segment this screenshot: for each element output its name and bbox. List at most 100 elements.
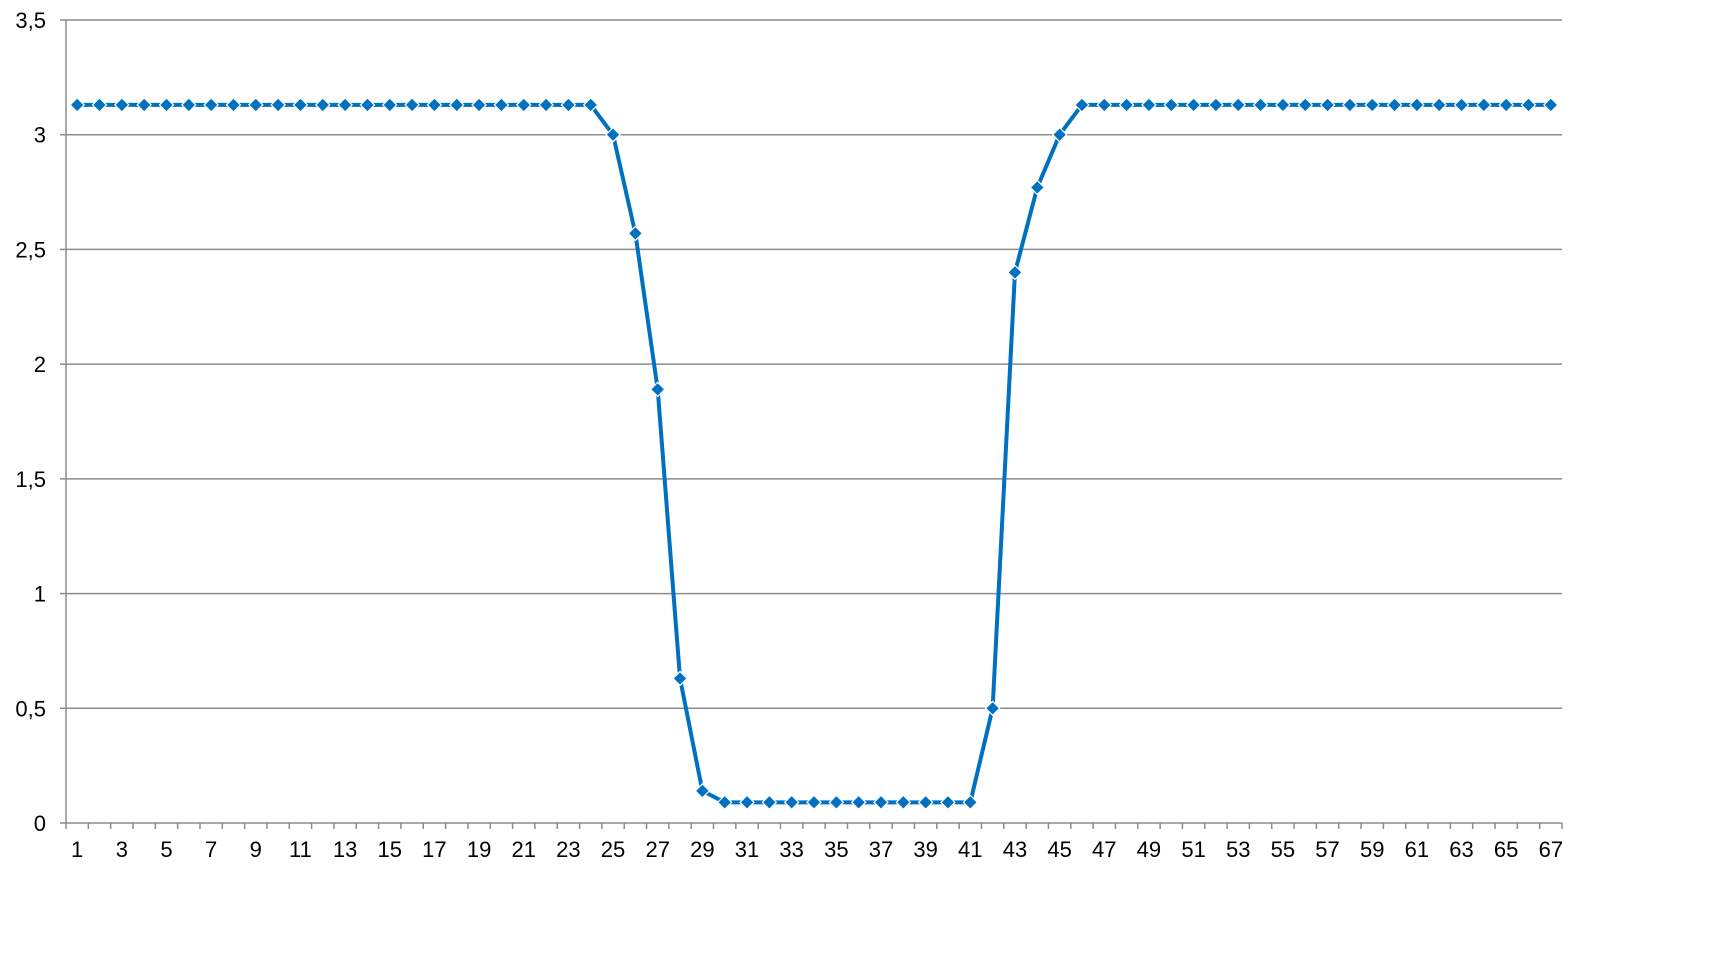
x-tick-label: 5 <box>160 837 172 862</box>
data-point-marker <box>1141 97 1157 113</box>
x-axis-tick-labels: 1 3 5 7 9 11 13 15 17 19 21 23 25 27 29 31 33 35 37 39 41 43 4… <box>71 837 1563 862</box>
x-tick-label: 35 <box>824 837 848 862</box>
data-point-marker <box>984 700 1001 717</box>
data-point-marker <box>203 97 219 113</box>
data-point-marker <box>515 97 532 113</box>
y-tick-label: 1 <box>34 582 46 607</box>
y-tick-label: 1,5 <box>15 467 46 492</box>
x-tick-label: 37 <box>869 837 893 862</box>
data-point-marker <box>1208 97 1224 113</box>
x-tick-label: 63 <box>1449 837 1473 862</box>
data-point-marker <box>381 97 398 113</box>
data-point-marker <box>91 97 108 113</box>
gridlines <box>66 19 1562 710</box>
data-point-marker <box>1185 97 1202 113</box>
data-point-marker <box>1431 97 1448 113</box>
x-tick-label: 55 <box>1271 837 1295 862</box>
y-tick-label: 3 <box>34 123 46 148</box>
data-point-marker <box>1364 97 1381 113</box>
x-tick-label: 45 <box>1047 837 1071 862</box>
data-point-marker <box>1409 97 1425 113</box>
y-axis-tick-labels: 0 0,5 1 1,5 2 2,5 3 3,5 <box>15 8 46 836</box>
x-tick-label: 9 <box>250 837 262 862</box>
data-point-marker <box>180 97 197 113</box>
data-point-marker <box>1074 97 1090 113</box>
x-tick-label: 17 <box>422 837 446 862</box>
x-tick-label: 11 <box>289 837 312 862</box>
series-line <box>75 102 1553 805</box>
data-point-marker <box>158 97 175 113</box>
x-tick-label: 65 <box>1494 837 1518 862</box>
data-point-marker <box>627 225 644 242</box>
x-tick-label: 51 <box>1181 837 1205 862</box>
data-point-marker <box>136 97 152 113</box>
x-tick-label: 41 <box>958 837 982 862</box>
data-point-marker <box>1542 97 1559 113</box>
data-point-marker <box>1275 97 1291 113</box>
data-point-marker <box>605 126 621 143</box>
x-tick-label: 43 <box>1003 837 1027 862</box>
x-tick-label: 67 <box>1539 837 1563 862</box>
data-point-marker <box>404 97 420 113</box>
data-point-marker <box>895 794 912 811</box>
y-tick-label: 0 <box>34 811 46 836</box>
data-point-marker <box>1096 97 1113 113</box>
data-point-marker <box>694 783 711 799</box>
data-point-marker <box>940 794 956 811</box>
data-point-marker <box>806 794 822 811</box>
axes <box>60 19 1563 829</box>
x-tick-label: 57 <box>1315 837 1339 862</box>
data-point-marker <box>359 97 376 113</box>
data-point-marker <box>1297 97 1314 113</box>
data-point-marker <box>1051 126 1068 143</box>
y-tick-label: 3,5 <box>15 8 46 33</box>
x-tick-label: 3 <box>116 837 128 862</box>
x-tick-label: 53 <box>1226 837 1250 862</box>
series-group <box>69 97 1559 811</box>
data-point-marker <box>739 794 755 811</box>
x-tick-label: 23 <box>556 837 580 862</box>
x-tick-label: 27 <box>645 837 669 862</box>
data-point-marker <box>560 97 577 113</box>
x-tick-label: 29 <box>690 837 714 862</box>
x-tick-label: 39 <box>913 837 937 862</box>
data-point-marker <box>314 97 331 113</box>
data-point-marker <box>672 670 688 687</box>
data-point-marker <box>1386 97 1403 113</box>
data-point-marker <box>471 97 487 113</box>
data-point-marker <box>850 794 867 811</box>
y-tick-label: 2,5 <box>15 237 46 262</box>
data-point-marker <box>649 381 666 398</box>
data-point-marker <box>1520 97 1537 113</box>
x-tick-label: 49 <box>1137 837 1161 862</box>
y-tick-label: 0,5 <box>15 696 46 721</box>
data-point-marker <box>113 97 130 113</box>
data-point-marker <box>1007 264 1023 281</box>
data-point-marker <box>1453 97 1470 113</box>
data-point-marker <box>1319 97 1336 113</box>
data-point-marker <box>270 97 286 113</box>
data-point-marker <box>538 97 554 113</box>
data-point-marker <box>962 794 979 811</box>
data-point-marker <box>337 97 353 113</box>
data-point-marker <box>1252 97 1269 113</box>
data-point-marker <box>1476 97 1492 113</box>
data-point-marker <box>917 794 934 811</box>
data-point-marker <box>426 97 443 113</box>
x-tick-label: 7 <box>205 837 217 862</box>
data-point-marker <box>247 97 264 113</box>
data-point-marker <box>761 794 778 811</box>
x-tick-label: 15 <box>378 837 402 862</box>
x-tick-label: 47 <box>1092 837 1116 862</box>
data-point-marker <box>292 97 309 113</box>
x-tick-label: 61 <box>1405 837 1429 862</box>
x-tick-label: 13 <box>333 837 357 862</box>
data-point-marker <box>783 794 800 811</box>
data-point-marker <box>1118 97 1135 113</box>
data-point-marker <box>448 97 465 113</box>
x-tick-label: 33 <box>779 837 803 862</box>
data-point-marker <box>1230 97 1247 113</box>
data-point-marker <box>1163 97 1180 113</box>
